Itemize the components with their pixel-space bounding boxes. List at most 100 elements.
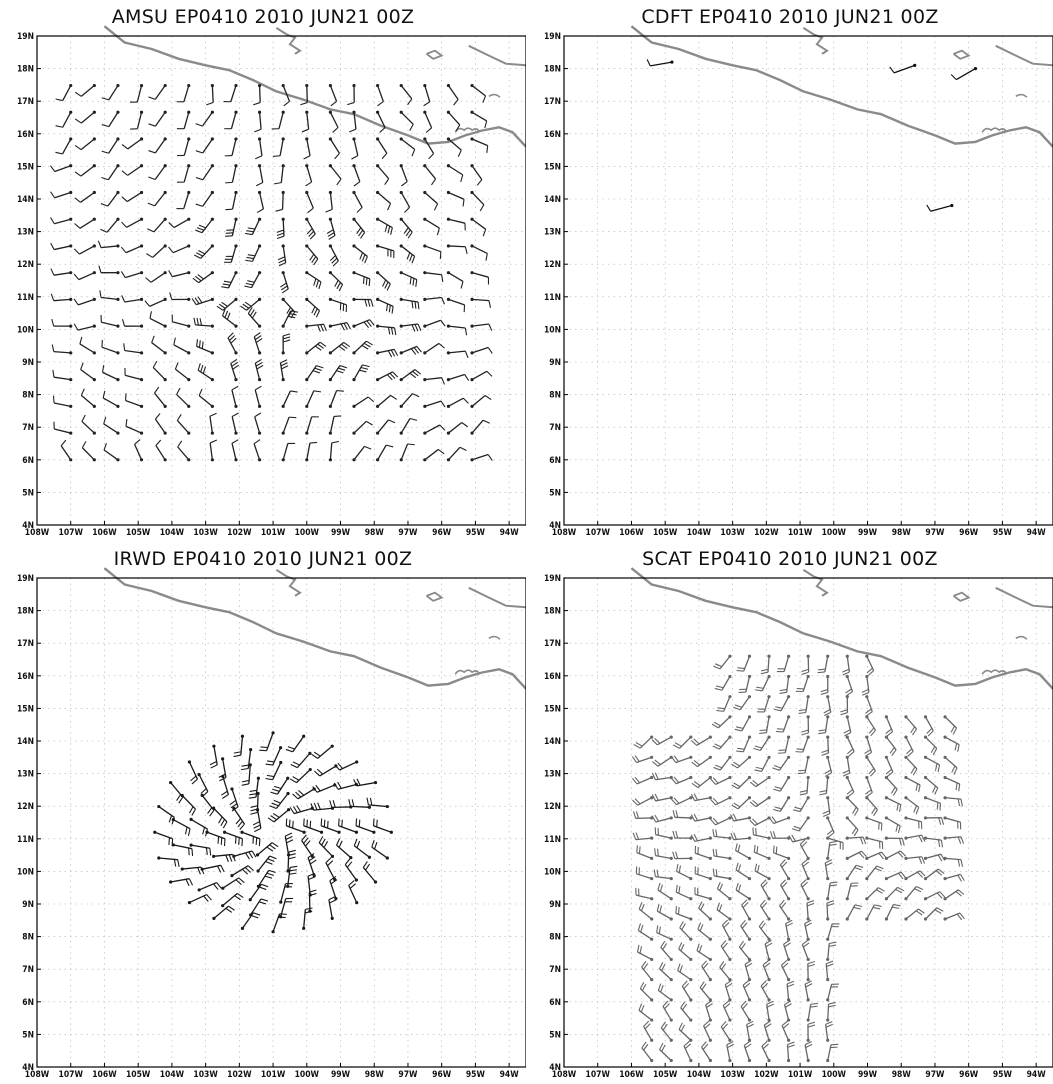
barb-station-dot bbox=[116, 110, 120, 114]
barb-flag bbox=[710, 799, 717, 806]
barb-station-dot bbox=[116, 297, 120, 302]
barb-flag bbox=[148, 123, 156, 127]
barb-station-dot bbox=[328, 244, 332, 248]
wind-barb bbox=[760, 980, 771, 1002]
barb-station-dot bbox=[923, 856, 928, 860]
wind-barb bbox=[656, 925, 673, 941]
barb-station-dot bbox=[257, 164, 262, 168]
barb-station-dot bbox=[234, 83, 238, 88]
barb-flag bbox=[731, 784, 739, 790]
barb-flag bbox=[763, 1020, 771, 1026]
barb-flag bbox=[867, 670, 875, 676]
barb-station-dot bbox=[256, 791, 260, 796]
wind-barb bbox=[255, 164, 264, 187]
wind-barb bbox=[148, 164, 167, 181]
wind-barb bbox=[759, 899, 771, 921]
wind-barb bbox=[635, 887, 654, 901]
barb-flag bbox=[55, 125, 63, 128]
wind-barb bbox=[155, 439, 167, 462]
lon-label: 99W bbox=[858, 1070, 878, 1080]
barb-flag bbox=[388, 305, 391, 313]
coastline-bay bbox=[1015, 93, 1028, 98]
wind-barb bbox=[74, 110, 96, 124]
barb-flag bbox=[188, 878, 194, 886]
barb-station-dot bbox=[373, 880, 378, 884]
wind-barb bbox=[200, 793, 215, 817]
barb-station-dot bbox=[650, 1058, 654, 1063]
barb-station-dot bbox=[845, 654, 849, 658]
barb-flag bbox=[290, 390, 298, 393]
barb-station-dot bbox=[354, 830, 359, 834]
wind-barb bbox=[720, 1020, 732, 1042]
wind-barb bbox=[470, 453, 493, 462]
barb-flag bbox=[771, 816, 777, 823]
barb-station-dot bbox=[747, 796, 752, 800]
barb-flag bbox=[676, 864, 679, 872]
barb-shaft bbox=[471, 111, 488, 122]
barb-station-dot bbox=[923, 816, 928, 820]
wind-barb bbox=[884, 755, 894, 778]
barb-station-dot bbox=[806, 836, 810, 840]
barb-shaft bbox=[80, 191, 95, 203]
wind-barb bbox=[798, 695, 810, 714]
barb-shaft bbox=[173, 344, 190, 354]
barb-flag bbox=[121, 295, 126, 303]
barb-flag bbox=[195, 229, 203, 234]
barb-station-dot bbox=[352, 378, 356, 382]
barb-flag bbox=[290, 311, 296, 319]
barb-flag bbox=[792, 809, 801, 813]
lat-label: 13N bbox=[17, 228, 34, 238]
barb-station-dot bbox=[305, 431, 309, 435]
wind-barb bbox=[240, 830, 261, 847]
barb-station-dot bbox=[372, 830, 376, 834]
wind-barb bbox=[904, 735, 914, 757]
wind-barb bbox=[225, 217, 238, 237]
barb-flag bbox=[315, 310, 321, 318]
barb-shaft bbox=[282, 416, 290, 434]
barb-station-dot bbox=[446, 190, 451, 195]
barb-flag bbox=[244, 867, 251, 873]
barb-station-dot bbox=[234, 404, 238, 408]
barb-flag bbox=[280, 362, 288, 367]
wind-barb bbox=[289, 805, 314, 815]
lat-label: 4N bbox=[549, 1063, 561, 1073]
barb-flag bbox=[358, 819, 361, 827]
barb-flag bbox=[318, 836, 324, 843]
wind-barb bbox=[783, 1000, 792, 1022]
barb-flag bbox=[327, 820, 329, 829]
barb-shaft bbox=[81, 447, 95, 461]
barb-shaft bbox=[53, 402, 71, 407]
barb-flag bbox=[311, 306, 316, 314]
barb-flag bbox=[439, 424, 446, 431]
barb-flag bbox=[384, 281, 389, 289]
barb-flag bbox=[407, 231, 413, 239]
wind-barb bbox=[884, 796, 902, 812]
barb-flag bbox=[672, 830, 676, 839]
lon-label: 103W bbox=[193, 1070, 218, 1080]
barb-flag bbox=[313, 802, 318, 810]
wind-barb bbox=[631, 755, 654, 764]
barb-station-dot bbox=[669, 816, 673, 820]
barb-station-dot bbox=[689, 856, 693, 860]
barb-shaft bbox=[154, 192, 166, 207]
wind-barb bbox=[352, 420, 373, 435]
wind-barb bbox=[101, 164, 120, 181]
barb-flag bbox=[722, 1000, 730, 1006]
barb-flag bbox=[733, 706, 741, 711]
barb-station-dot bbox=[399, 324, 403, 328]
barb-station-dot bbox=[806, 796, 810, 800]
wind-barb bbox=[943, 775, 961, 792]
barb-station-dot bbox=[806, 856, 810, 860]
barb-shaft bbox=[471, 138, 488, 147]
barb-flag bbox=[759, 732, 767, 735]
barb-station-dot bbox=[330, 744, 334, 748]
barb-shaft bbox=[77, 325, 95, 331]
barb-flag bbox=[825, 862, 833, 867]
barb-flag bbox=[80, 388, 85, 396]
barb-flag bbox=[802, 861, 810, 867]
barb-flag bbox=[356, 840, 361, 849]
barb-station-dot bbox=[470, 404, 474, 408]
barb-flag bbox=[103, 416, 107, 424]
barb-flag bbox=[230, 358, 238, 364]
barb-station-dot bbox=[281, 244, 285, 248]
